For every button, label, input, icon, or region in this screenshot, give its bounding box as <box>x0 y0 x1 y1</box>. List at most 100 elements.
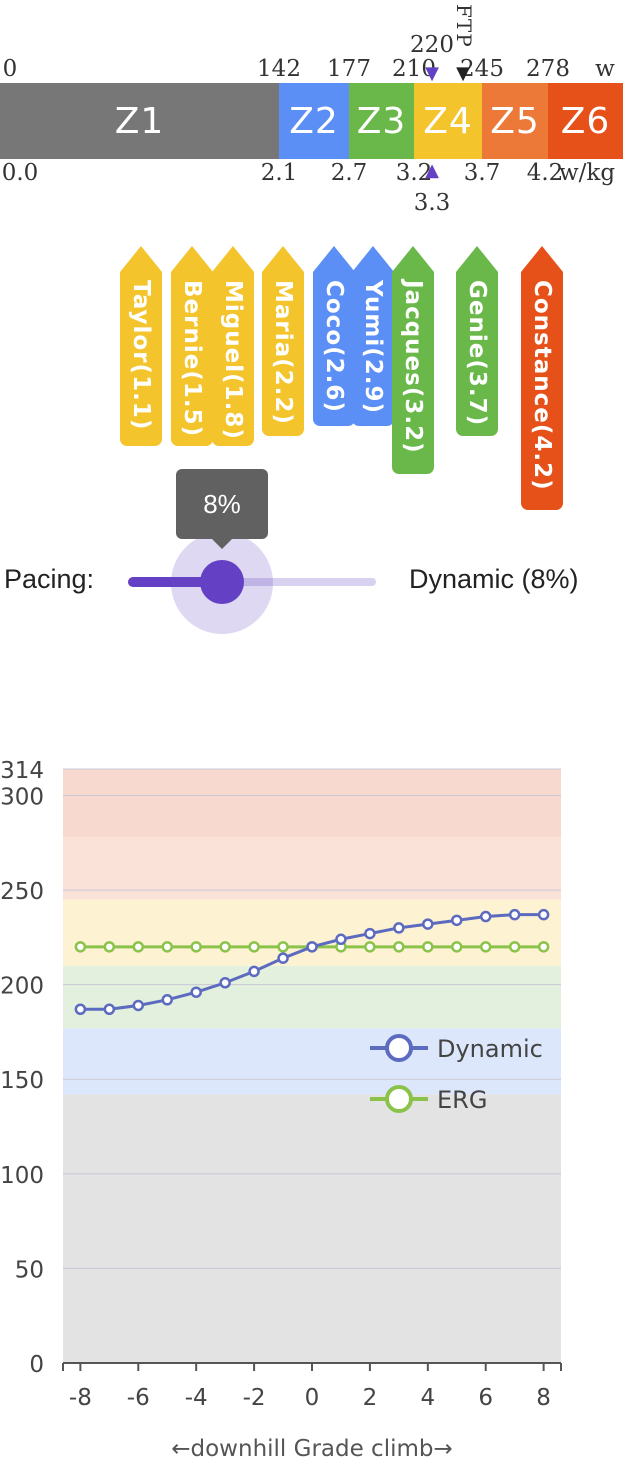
zone-z6-label: Z6 <box>560 100 611 142</box>
zone-z6: Z6 <box>548 83 623 159</box>
data-point-erg <box>393 941 405 953</box>
rider-tag-genie: Genie(3.7) <box>456 246 498 436</box>
wkg-tick: 0.0 <box>1 160 39 186</box>
rider-label: Taylor(1.1) <box>128 280 154 431</box>
y-tick-label: 100 <box>0 1163 44 1189</box>
zone-band <box>63 1028 561 1095</box>
x-tick-label: 8 <box>536 1385 551 1411</box>
data-point-erg <box>451 941 463 953</box>
data-point-erg <box>161 941 173 953</box>
x-tick-label: -6 <box>127 1385 150 1411</box>
legend-marker-erg[interactable] <box>385 1085 413 1113</box>
x-tick-label: 2 <box>363 1385 378 1411</box>
y-tick-label: 200 <box>0 974 44 1000</box>
zone-z2: Z2 <box>279 83 349 159</box>
zone-z3-label: Z3 <box>356 100 407 142</box>
data-point-dynamic <box>422 918 434 930</box>
rider-label: Yumi(2.9) <box>360 280 386 414</box>
pacing-tooltip: 8% <box>176 469 268 539</box>
wkg-tick: 3.2 <box>395 160 433 186</box>
x-tick-label: -8 <box>69 1385 92 1411</box>
data-point-dynamic <box>479 910 492 923</box>
pacing-slider-rail[interactable] <box>128 578 376 586</box>
rider-label: Constance(4.2) <box>529 280 555 491</box>
data-point-dynamic <box>508 908 521 921</box>
x-tick-label: -2 <box>243 1385 266 1411</box>
y-tick-label: 250 <box>0 879 44 905</box>
pacing-tooltip-arrow <box>212 539 232 549</box>
rider-label: Miguel(1.8) <box>220 280 246 440</box>
power-tick: 278 <box>526 56 570 82</box>
data-point-erg <box>508 941 521 953</box>
x-tick-label: 4 <box>420 1385 435 1411</box>
zone-band <box>63 899 561 966</box>
legend-label-dynamic[interactable]: Dynamic <box>437 1035 543 1063</box>
rider-tag-yumi: Yumi(2.9) <box>352 246 394 426</box>
zone-z4: Z4 <box>414 83 482 159</box>
wkg-tick: 4.2 <box>526 160 564 186</box>
rider-tag-constance: Constance(4.2) <box>521 246 563 510</box>
wkg-unit: w/kg <box>558 160 616 186</box>
data-point-erg <box>132 941 145 953</box>
wkg-tick: 2.7 <box>330 160 368 186</box>
rider-tag-coco: Coco(2.6) <box>313 246 355 426</box>
zone-band <box>63 1094 561 1363</box>
rider-label: Genie(3.7) <box>464 280 490 427</box>
rider-tag-miguel: Miguel(1.8) <box>212 246 254 446</box>
zone-band <box>63 769 561 838</box>
y-tick-label: 300 <box>0 784 44 810</box>
data-point-erg <box>248 941 260 953</box>
data-point-dynamic <box>161 994 173 1006</box>
rider-tag-maria: Maria(2.2) <box>262 246 304 436</box>
data-point-dynamic <box>219 977 231 989</box>
y-tick-label: 150 <box>0 1068 44 1094</box>
legend-marker-dynamic[interactable] <box>385 1034 413 1062</box>
power-tick: 210 <box>392 56 436 82</box>
zone-z1-label: Z1 <box>114 100 165 142</box>
data-point-erg <box>422 941 434 953</box>
data-point-erg <box>277 941 289 953</box>
data-point-dynamic <box>306 941 318 953</box>
x-axis-label: ←downhill Grade climb→ <box>171 1436 453 1462</box>
rider-label: Maria(2.2) <box>270 280 296 425</box>
x-tick-label: 6 <box>478 1385 493 1411</box>
power-tick: 245 <box>460 56 504 82</box>
zone-band <box>63 965 561 1029</box>
pacing-slider-thumb[interactable] <box>200 560 244 604</box>
pacing-label: Pacing: <box>4 564 95 594</box>
zone-z4-label: Z4 <box>423 100 473 142</box>
power-tick: 0 <box>2 56 18 82</box>
zone-z5: Z5 <box>482 83 548 159</box>
data-point-erg <box>537 941 550 953</box>
data-point-erg <box>103 941 116 953</box>
zone-z2-label: Z2 <box>289 100 339 142</box>
wkg-tick: 2.1 <box>260 160 298 186</box>
rider-tag-taylor: Taylor(1.1) <box>120 246 162 446</box>
data-point-dynamic <box>248 965 260 978</box>
data-point-dynamic <box>537 908 550 921</box>
zone-band <box>63 837 561 900</box>
y-tick-label: 0 <box>29 1352 44 1378</box>
target-power-label: 220 <box>410 32 454 58</box>
rider-tag-jacques: Jacques(3.2) <box>392 246 434 474</box>
target-wkg-marker-icon: ▲ <box>425 160 439 181</box>
ftp-marker-icon: ▼ <box>456 63 470 84</box>
target-wkg-label: 3.3 <box>413 190 451 216</box>
rider-tag-bernie: Bernie(1.5) <box>171 246 213 446</box>
x-tick-label: -4 <box>185 1385 208 1411</box>
power-tick: 177 <box>327 56 371 82</box>
x-tick-label: 0 <box>305 1385 320 1411</box>
power-unit: w <box>595 56 615 82</box>
data-point-erg <box>74 941 87 953</box>
data-point-dynamic <box>393 922 405 934</box>
rider-label: Jacques(3.2) <box>400 280 426 454</box>
pacing-slider-track <box>128 577 222 587</box>
data-point-dynamic <box>74 1003 87 1015</box>
rider-label: Bernie(1.5) <box>179 280 205 438</box>
data-point-dynamic <box>103 1003 116 1015</box>
pacing-value: Dynamic (8%) <box>409 564 579 594</box>
legend-label-erg[interactable]: ERG <box>437 1086 487 1114</box>
y-tick-label: 314 <box>0 758 44 784</box>
rider-label: Coco(2.6) <box>321 280 347 413</box>
